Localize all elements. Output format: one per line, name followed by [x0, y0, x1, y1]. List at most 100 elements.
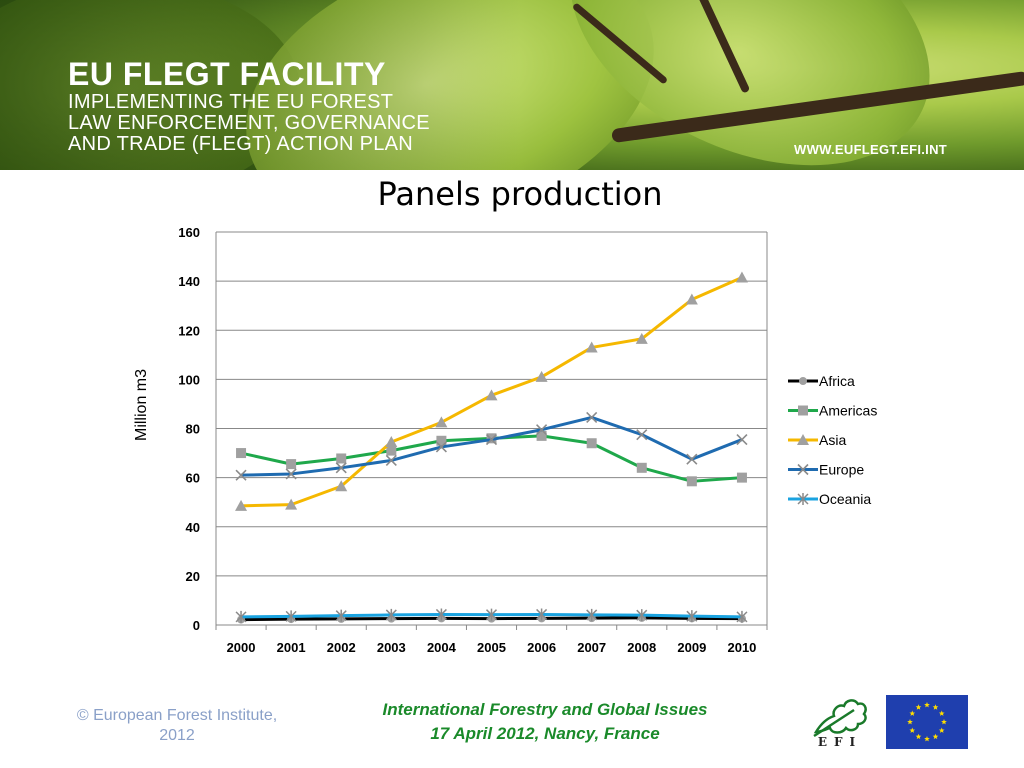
footer-copyright: © European Forest Institute, 2012 [62, 706, 292, 746]
data-point-americas [586, 438, 597, 449]
data-point-oceania [285, 610, 297, 623]
eu-flag-icon [886, 695, 968, 749]
legend-marker-oceania [797, 493, 809, 505]
y-tick-label: 80 [186, 422, 200, 437]
eu-star-icon [932, 704, 939, 710]
banner-subtitle-line: LAW ENFORCEMENT, GOVERNANCE [68, 112, 430, 134]
data-point-asia [285, 498, 298, 510]
x-tick-label: 2009 [677, 640, 706, 655]
data-point-europe [736, 433, 748, 446]
legend-label-africa: Africa [819, 373, 855, 389]
y-tick-label: 120 [178, 323, 200, 338]
data-point-europe [536, 424, 548, 436]
data-point-oceania [335, 609, 347, 622]
data-point-asia [485, 389, 498, 401]
legend-label-europe: Europe [819, 462, 864, 478]
y-tick-label: 60 [186, 471, 200, 486]
legend-marker-africa [799, 377, 807, 385]
legend-marker-asia [797, 434, 809, 445]
x-tick-label: 2005 [477, 640, 506, 655]
data-point-americas [286, 459, 297, 470]
data-point-asia [435, 416, 448, 428]
efi-letters: EFI [817, 735, 863, 749]
eu-star-icon [909, 710, 916, 716]
legend-label-oceania: Oceania [819, 491, 871, 507]
data-point-asia [385, 436, 398, 448]
data-point-oceania [235, 610, 247, 623]
eu-star-icon [938, 710, 945, 716]
x-tick-label: 2002 [327, 640, 356, 655]
legend-label-asia: Asia [819, 432, 846, 448]
x-tick-label: 2001 [277, 640, 306, 655]
banner-subtitle-line: IMPLEMENTING THE EU FOREST [68, 91, 394, 113]
data-point-europe [636, 429, 648, 441]
banner-title: EU FLEGT FACILITY [68, 56, 386, 92]
data-point-oceania [435, 608, 447, 621]
data-point-americas [536, 430, 547, 441]
footer-conference: International Forestry and Global Issues… [320, 698, 770, 746]
x-tick-label: 2008 [627, 640, 656, 655]
copyright-line: 2012 [159, 727, 195, 744]
banner-subtitle: IMPLEMENTING THE EU FOREST LAW ENFORCEME… [68, 92, 430, 155]
eu-star-icon [915, 704, 922, 710]
x-tick-label: 2003 [377, 640, 406, 655]
y-tick-label: 40 [186, 520, 200, 535]
legend-marker-americas [798, 405, 808, 416]
data-point-oceania [686, 610, 698, 623]
data-point-oceania [636, 609, 648, 622]
data-point-europe [485, 433, 498, 446]
data-point-americas [636, 462, 647, 473]
banner-url: WWW.EUFLEGT.EFI.INT [794, 142, 948, 157]
x-tick-label: 2004 [427, 640, 457, 655]
x-tick-label: 2010 [727, 640, 756, 655]
header-banner: EU FLEGT FACILITY IMPLEMENTING THE EU FO… [0, 0, 1024, 170]
eu-star-icon [909, 727, 916, 733]
x-tick-label: 2007 [577, 640, 606, 655]
data-point-americas [236, 448, 247, 459]
y-tick-label: 0 [193, 618, 200, 633]
eu-star-icon [941, 719, 947, 725]
data-point-europe [435, 441, 447, 453]
data-point-europe [686, 453, 698, 465]
data-point-americas [336, 453, 347, 464]
copyright-line: © European Forest Institute, [76, 707, 278, 724]
data-point-asia [585, 341, 598, 353]
eu-star-icon [932, 733, 939, 740]
data-point-oceania [736, 610, 748, 623]
eu-star-icon [924, 736, 930, 742]
chart-title: Panels production [377, 175, 663, 213]
series-line-europe [241, 415, 743, 477]
data-point-europe [385, 454, 397, 466]
data-point-americas [386, 445, 397, 456]
y-axis-label: Million m3 [133, 369, 150, 441]
data-point-americas [736, 472, 747, 483]
data-point-europe [235, 469, 247, 481]
legend-label-americas: Americas [819, 403, 877, 419]
data-point-europe [335, 462, 347, 474]
x-tick-label: 2006 [527, 640, 556, 655]
y-tick-label: 20 [186, 569, 200, 584]
x-tick-label: 2000 [227, 640, 256, 655]
data-point-americas [686, 476, 697, 487]
eu-stars [907, 702, 947, 742]
banner-shade [0, 0, 520, 170]
data-point-americas [436, 435, 447, 446]
eu-star-icon [907, 719, 913, 725]
data-point-asia [635, 332, 648, 344]
data-point-asia [335, 480, 348, 492]
data-point-asia [685, 293, 698, 305]
y-tick-label: 140 [178, 274, 200, 289]
data-point-europe [285, 468, 297, 480]
data-point-oceania [385, 608, 397, 621]
data-point-asia [735, 271, 748, 283]
data-point-oceania [586, 608, 598, 621]
eu-star-icon [924, 702, 930, 708]
data-point-oceania [485, 608, 498, 621]
eu-star-icon [915, 733, 922, 740]
conference-line: International Forestry and Global Issues [382, 700, 708, 719]
data-point-europe [586, 411, 598, 424]
y-tick-label: 160 [178, 225, 200, 240]
efi-oak-leaf-logo [813, 699, 867, 738]
data-point-asia [235, 499, 248, 511]
eu-star-icon [938, 727, 945, 733]
